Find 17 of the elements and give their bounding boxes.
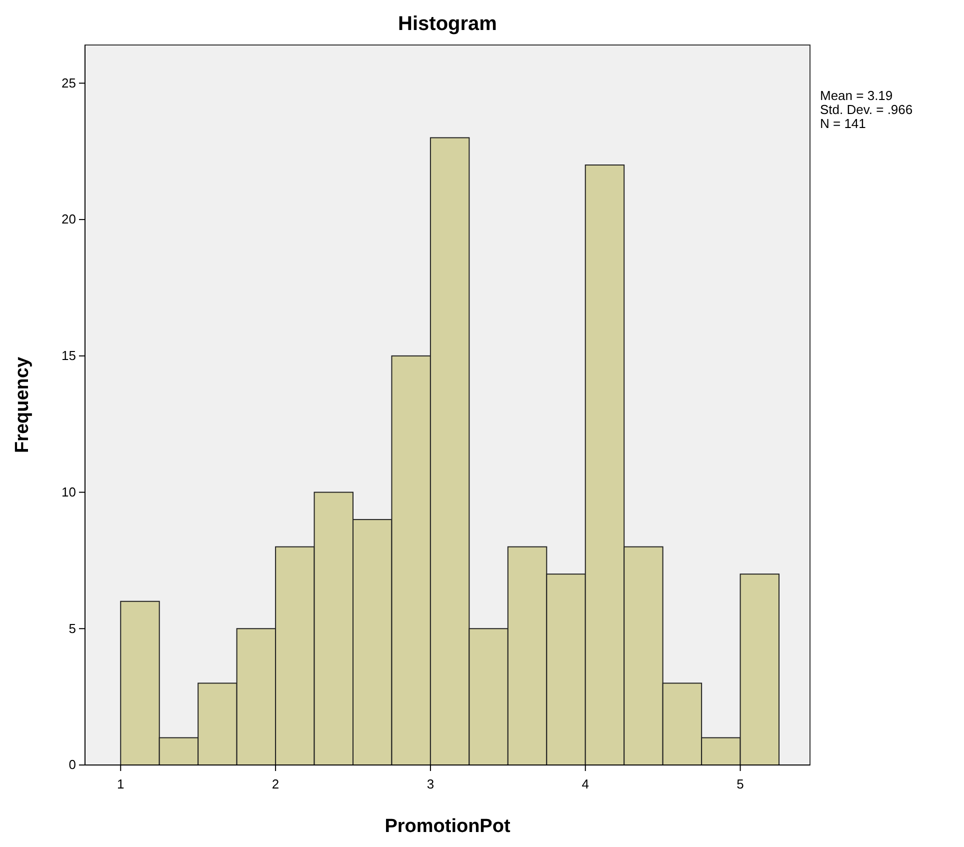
text: Std. Dev. = .966 xyxy=(820,102,913,117)
x-axis-title: PromotionPot xyxy=(384,816,511,837)
x-tick-label: 1 xyxy=(117,776,124,792)
x-tick-label: 3 xyxy=(426,776,434,792)
y-tick-label: 0 xyxy=(68,757,76,772)
x-tick-label: 4 xyxy=(582,776,589,792)
text: Mean = 3.19 xyxy=(820,88,893,103)
y-tick-label: 15 xyxy=(62,348,76,364)
x-tick-label: 5 xyxy=(736,776,744,792)
y-tick-label: 10 xyxy=(62,484,76,500)
chart-title: Histogram xyxy=(398,13,497,35)
y-axis-title: Frequency xyxy=(12,356,33,454)
y-tick-label: 20 xyxy=(62,212,76,227)
text: N = 141 xyxy=(820,116,866,131)
y-tick-label: 5 xyxy=(68,620,76,636)
x-tick-label: 2 xyxy=(272,776,280,792)
y-tick-label: 25 xyxy=(62,75,76,90)
